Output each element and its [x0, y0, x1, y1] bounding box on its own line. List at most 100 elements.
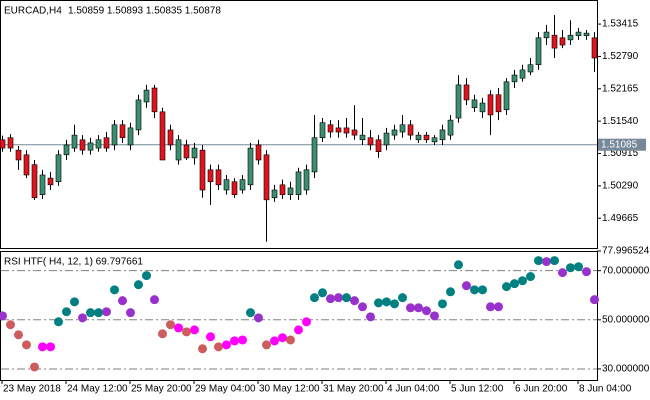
- candle-body: [39, 174, 46, 195]
- y-tick-label: 1.52165: [602, 83, 639, 94]
- candle-body: [271, 189, 278, 199]
- rsi-dot: [534, 256, 543, 266]
- candle-body: [543, 31, 550, 39]
- rsi-dot: [70, 297, 79, 307]
- candle-body: [295, 171, 302, 195]
- rsi-dot: [478, 285, 487, 295]
- y-tick-label: 1.51540: [602, 116, 639, 127]
- candle-body: [303, 169, 310, 191]
- price-label-box: [598, 138, 646, 151]
- candle-body: [367, 137, 374, 146]
- rsi-dot: [46, 342, 55, 352]
- candle-body: [495, 94, 502, 113]
- rsi-dot: [102, 307, 111, 317]
- rsi-dot: [94, 308, 103, 318]
- candle-body: [111, 124, 118, 146]
- candle-body: [311, 137, 318, 173]
- candle-body: [567, 34, 574, 41]
- candle-body: [199, 149, 206, 191]
- candle-body: [487, 94, 494, 116]
- candle-body: [439, 129, 446, 141]
- x-tick-label: 8 Jun 04:00: [579, 384, 632, 395]
- rsi-dot: [118, 296, 127, 306]
- rsi-dot: [110, 285, 119, 295]
- x-tick-label: 30 May 12:00: [259, 384, 320, 395]
- rsi-dot: [494, 302, 503, 312]
- candle-body: [591, 37, 598, 59]
- candle-body: [559, 37, 566, 46]
- candle-body: [351, 129, 358, 136]
- y-tick-label: 70.000000: [602, 265, 650, 276]
- rsi-dot: [302, 317, 311, 327]
- candle-body: [247, 147, 254, 186]
- candle-body: [159, 111, 166, 161]
- candle-body: [135, 99, 142, 131]
- rsi-dot: [398, 293, 407, 303]
- rsi-dot: [30, 362, 39, 372]
- rsi-dot: [38, 342, 47, 352]
- candle-body: [319, 122, 326, 139]
- candle-body: [207, 169, 214, 183]
- candle-body: [63, 144, 70, 156]
- rsi-dot: [374, 298, 383, 308]
- rsi-dot: [0, 311, 7, 321]
- rsi-dot: [246, 308, 255, 318]
- rsi-dot: [582, 267, 591, 277]
- pane-frame: [0, 0, 598, 249]
- candle-body: [7, 137, 14, 149]
- candle-body: [167, 129, 174, 146]
- candle-body: [471, 99, 478, 108]
- candle-body: [183, 144, 190, 159]
- candle-body: [55, 154, 62, 183]
- x-tick-label: 23 May 2018: [3, 384, 61, 395]
- rsi-dot: [86, 308, 95, 318]
- rsi-dot: [446, 287, 455, 297]
- x-tick-label: 5 Jun 12:00: [451, 384, 504, 395]
- candle-body: [143, 89, 150, 103]
- rsi-dot: [22, 340, 31, 350]
- rsi-dot: [462, 281, 471, 291]
- candle-body: [551, 34, 558, 49]
- y-tick-label: 77.996524: [602, 246, 650, 257]
- candle-body: [383, 132, 390, 146]
- rsi-dot: [326, 294, 335, 304]
- candle-body: [31, 164, 38, 199]
- rsi-dot: [182, 327, 191, 337]
- rsi-dot: [198, 344, 207, 354]
- candle-body: [15, 149, 22, 161]
- candle-body: [231, 181, 238, 195]
- candle-body: [47, 177, 54, 186]
- candle-body: [191, 147, 198, 159]
- rsi-dot: [262, 340, 271, 350]
- candle-body: [575, 31, 582, 37]
- rsi-dot: [166, 320, 175, 330]
- rsi-dot: [134, 280, 143, 290]
- rsi-dot: [294, 325, 303, 335]
- rsi-dot: [142, 271, 151, 281]
- rsi-dot: [54, 317, 63, 327]
- candle-body: [431, 137, 438, 143]
- candle-body: [335, 127, 342, 133]
- y-tick-label: 1.50915: [602, 148, 639, 159]
- candle-body: [119, 124, 126, 139]
- y-tick-label: 30.000000: [602, 364, 650, 375]
- x-tick-label: 25 May 20:00: [131, 384, 192, 395]
- rsi-dot: [190, 325, 199, 335]
- rsi-dot: [366, 312, 375, 322]
- rsi-dot: [174, 323, 183, 333]
- candle-body: [407, 124, 414, 136]
- candle-body: [511, 74, 518, 83]
- pane-subtitle: 1.50859 1.50893 1.50835 1.50878: [68, 6, 221, 17]
- candle-body: [527, 64, 534, 73]
- rsi-dot: [6, 320, 15, 330]
- candle-body: [87, 142, 94, 151]
- candle-body: [503, 81, 510, 111]
- y-tick-label: 1.52790: [602, 51, 639, 62]
- rsi-dot: [590, 295, 599, 305]
- candle-body: [279, 184, 286, 195]
- rsi-dot: [286, 335, 295, 345]
- candle-body: [359, 134, 366, 141]
- rsi-dot: [406, 303, 415, 313]
- rsi-dot: [270, 336, 279, 346]
